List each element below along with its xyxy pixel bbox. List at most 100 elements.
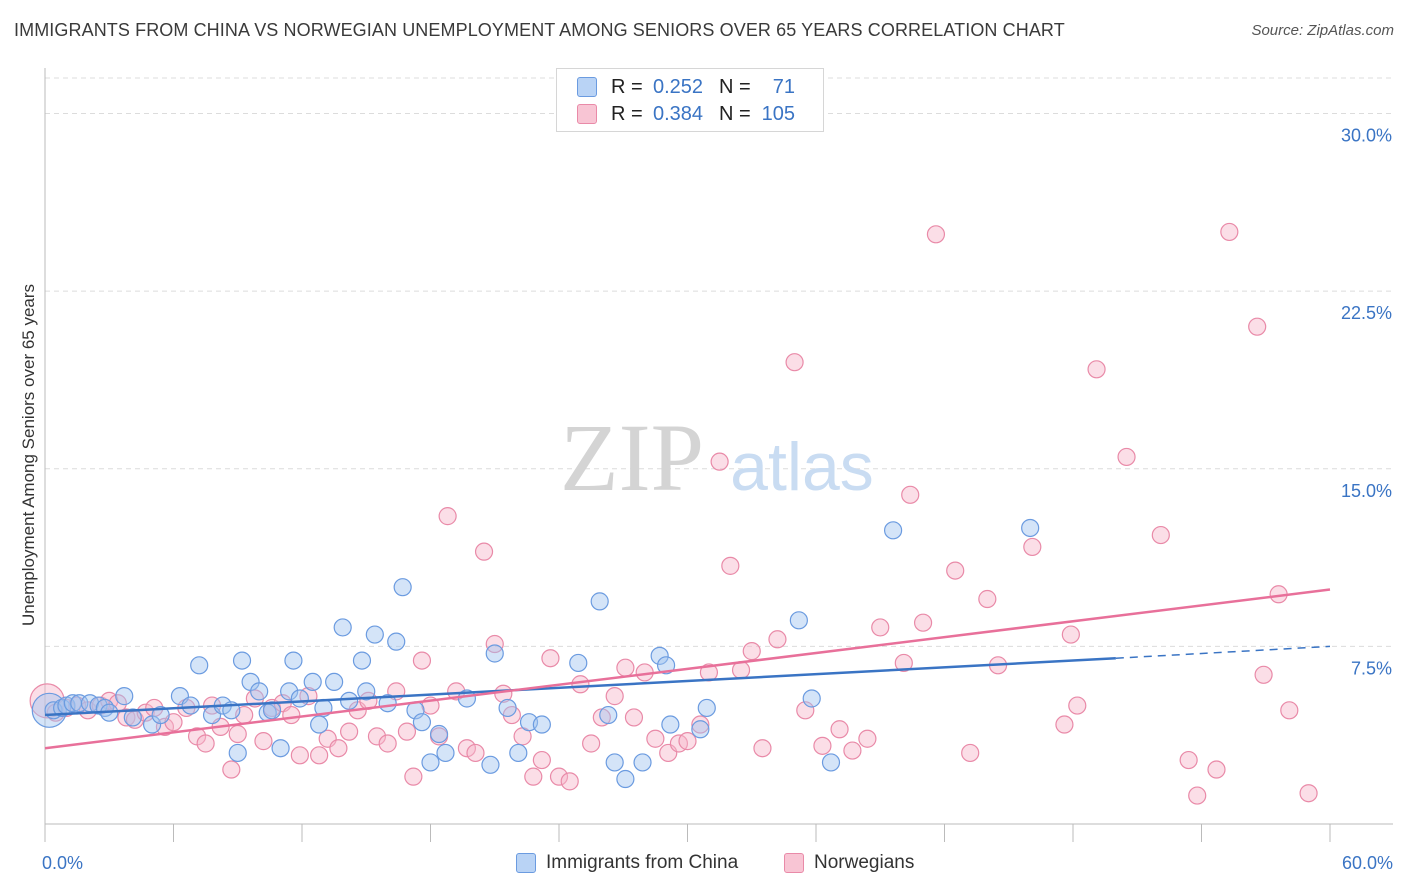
china-point [509, 743, 528, 763]
legend-row-china: R = 0.252 N = 71 [577, 73, 795, 101]
china-point [697, 698, 716, 718]
china-point [284, 651, 303, 670]
china-point [333, 618, 352, 637]
china-point [365, 625, 384, 644]
norwegian-point [290, 746, 309, 765]
china-point [789, 611, 808, 630]
norwegian-point [412, 651, 432, 670]
norwegian-point [466, 743, 485, 763]
norwegian-point [646, 729, 665, 748]
norwegian-point [485, 634, 504, 654]
norwegian-point [858, 729, 877, 748]
norwegian-point [582, 734, 601, 753]
legend-n-value-china: 71 [772, 75, 795, 98]
legend-r-value-norwegians: 0.384 [653, 102, 704, 125]
series-legend-china: Immigrants from China [516, 852, 738, 874]
norwegian-point [404, 767, 423, 786]
series-swatch-china [516, 853, 536, 873]
norwegian-point [1023, 537, 1042, 557]
norwegian-point [901, 485, 920, 504]
china-point [590, 592, 609, 611]
norwegian-point [1188, 786, 1207, 805]
chart-title: IMMIGRANTS FROM CHINA VS NORWEGIAN UNEMP… [14, 20, 1065, 40]
norwegian-point [710, 452, 729, 471]
norwegian-point [1117, 447, 1136, 467]
china-point [190, 656, 209, 675]
legend-swatch-norwegians [577, 104, 597, 124]
stats-legend: R = 0.252 N = 71 R = 0.384 N = 105 [556, 68, 824, 132]
series-label-china: Immigrants from China [546, 852, 739, 873]
china-point [280, 682, 299, 701]
china-point [429, 724, 449, 744]
norwegian-point [1087, 360, 1106, 379]
china-trend-extension [1115, 645, 1331, 659]
y-tick-label: 22.5% [1341, 303, 1392, 323]
norwegian-point [926, 225, 946, 244]
norwegian-point [1068, 696, 1087, 715]
china-point [387, 632, 406, 651]
legend-swatch-china [577, 77, 597, 97]
china-point [123, 708, 142, 727]
source-credit: Source: ZipAtlas.com [1251, 22, 1394, 39]
y-tick-label: 30.0% [1341, 126, 1392, 146]
points-layer [29, 222, 1318, 805]
y-axis-label: Unemployment Among Seniors over 65 years [19, 284, 38, 626]
norwegian-point [447, 682, 466, 701]
norwegian-point [310, 746, 329, 765]
china-point [691, 720, 710, 739]
watermark: ZIP atlas [560, 404, 874, 511]
china-point [232, 651, 252, 670]
norwegian-point [721, 556, 740, 575]
china-point [883, 521, 903, 540]
china-point [498, 698, 517, 718]
china-point [151, 705, 170, 725]
series-label-norwegians: Norwegians [814, 852, 915, 873]
china-point [1021, 518, 1040, 538]
norwegian-point [946, 561, 965, 580]
china-point [303, 672, 322, 692]
norwegian-point [457, 739, 477, 758]
norwegian-point [678, 732, 697, 751]
legend-row-norwegians: R = 0.384 N = 105 [577, 100, 795, 128]
norwegian-point [222, 760, 241, 779]
china-point [436, 743, 455, 763]
china-point [457, 689, 477, 708]
norwegian-point [1061, 625, 1080, 644]
norwegian-point [254, 732, 273, 751]
norwegian-point [367, 727, 387, 746]
norwegian-trend-line [44, 588, 1331, 750]
norwegian-point [785, 353, 804, 372]
norwegian-point [196, 734, 215, 753]
norwegian-point [796, 701, 815, 720]
norwegian-point [742, 642, 761, 661]
norwegian-point [768, 630, 787, 649]
norwegian-point [830, 720, 849, 739]
series-swatch-norwegians [784, 853, 804, 873]
china-point [310, 715, 329, 734]
norwegian-point [871, 618, 890, 637]
legend-n-value-norwegians: 105 [761, 102, 795, 125]
norwegian-point [571, 675, 590, 694]
norwegian-point [605, 687, 624, 706]
china-point [569, 653, 588, 673]
watermark-atlas: atlas [730, 429, 874, 505]
norwegian-point [1220, 222, 1239, 242]
norwegian-point [1280, 701, 1299, 720]
norwegian-point [691, 715, 710, 734]
grid-layer [45, 77, 1393, 647]
norwegian-point [1299, 784, 1318, 803]
norwegian-point [1151, 525, 1170, 545]
norwegian-point [1207, 760, 1226, 779]
norwegian-point [616, 658, 635, 677]
norwegian-point [549, 767, 569, 786]
norwegian-point [560, 772, 579, 791]
norwegian-point [329, 739, 348, 758]
norwegian-point [843, 741, 862, 760]
china-point [290, 689, 309, 708]
china-point [352, 651, 372, 670]
norwegian-point [397, 722, 417, 741]
series-legend-norwegians: Norwegians [784, 852, 914, 874]
legend-n-label: N = [719, 102, 751, 125]
china-point [605, 753, 624, 772]
china-point [532, 715, 551, 734]
